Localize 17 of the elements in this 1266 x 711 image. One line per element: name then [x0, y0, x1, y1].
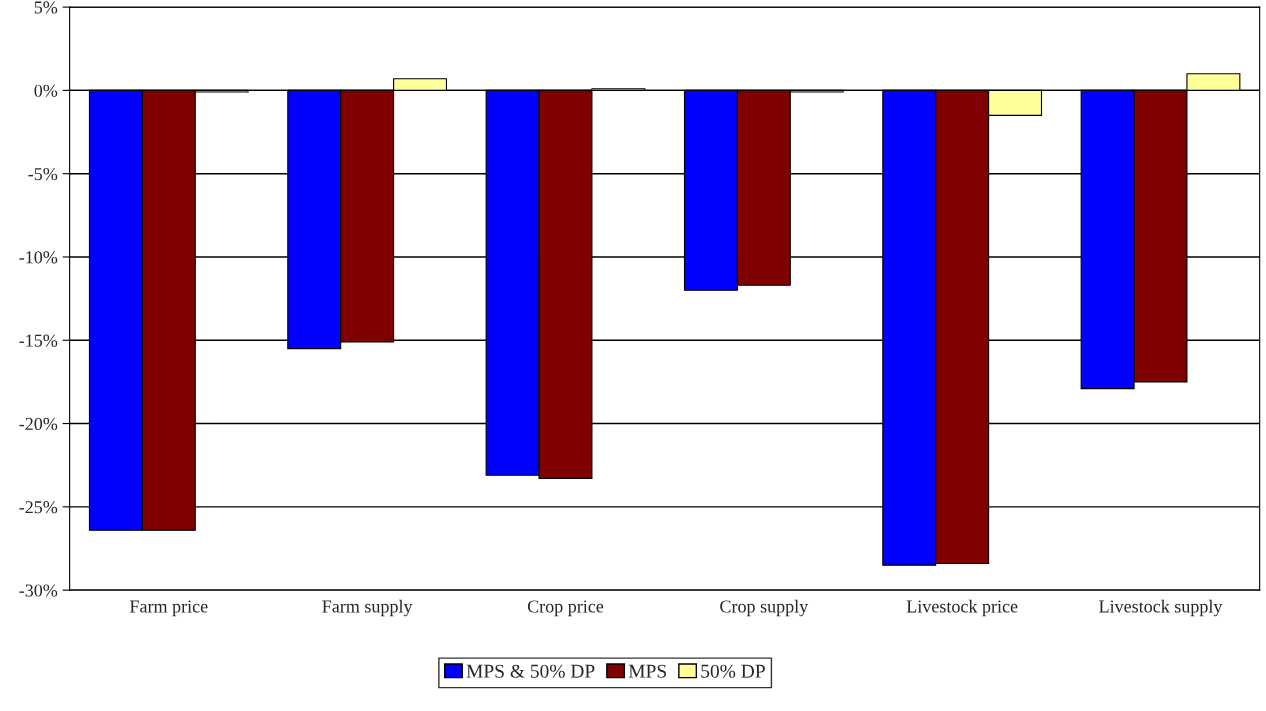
y-tick-label: -5% [28, 167, 58, 181]
y-tick-label: -30% [19, 584, 58, 597]
y-tick-label: 5% [34, 1, 58, 14]
y-tick-label: 0% [34, 84, 58, 97]
y-tick-label: -10% [19, 251, 58, 264]
y-tick-label: -25% [19, 501, 58, 514]
legend-label: MPS [628, 664, 666, 678]
legend-label: MPS & 50% DP [466, 664, 595, 678]
legend-label: 50% DP [701, 664, 765, 678]
x-tick-label: Crop supply [720, 599, 809, 617]
y-tick-label: -15% [19, 334, 58, 347]
x-tick-label: Farm supply [322, 599, 413, 617]
x-tick-label: Livestock price [906, 599, 1018, 617]
x-tick-label: Crop price [527, 600, 604, 617]
x-tick-label: Livestock supply [1099, 599, 1223, 617]
y-tick-label: -20% [19, 417, 58, 431]
x-tick-label: Farm price [129, 600, 208, 617]
